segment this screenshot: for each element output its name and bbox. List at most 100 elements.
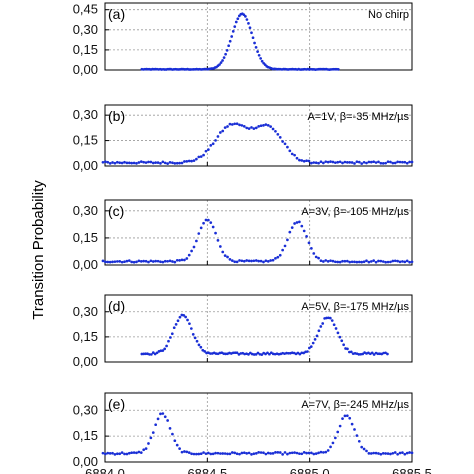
plot-frame [104,392,413,463]
data-point [396,160,399,164]
data-point [178,447,181,450]
data-point [389,160,392,164]
data-point [219,61,223,64]
data-point [188,322,191,326]
panel-label: (e) [108,396,125,412]
data-point [257,53,261,57]
data-point [286,238,289,242]
data-point [125,161,129,165]
data-point [333,260,337,264]
data-point [336,160,340,164]
data-point [257,451,261,454]
data-point [127,451,131,455]
data-point [271,258,275,262]
data-point [156,259,160,263]
data-point [135,260,138,264]
data-point [311,341,315,345]
data-point [225,49,229,52]
data-point [274,129,277,133]
data-point [182,313,186,317]
data-point [345,259,349,263]
data-point [283,142,287,146]
data-point [139,451,143,454]
data-point [391,451,395,455]
data-point [247,353,250,356]
y-tick-label: 0,00 [73,158,98,173]
data-point [247,259,251,263]
data-point [319,259,323,263]
data-point [353,428,356,431]
data-point [224,352,227,356]
plot-frame [104,2,413,71]
data-point [203,350,207,353]
data-point [336,430,340,434]
data-point [132,161,136,165]
data-point [216,239,220,242]
data-point [341,417,344,421]
data-point [256,351,260,355]
data-point [341,259,344,263]
data-point [166,162,169,165]
data-point [175,443,179,447]
data-point [372,259,376,262]
data-point [115,160,119,164]
data-point [149,436,153,440]
data-point [115,452,119,456]
data-point [147,160,150,164]
data-point [214,451,217,455]
data-point [300,224,304,228]
data-point [135,451,138,455]
data-point [155,351,159,355]
data-point [132,260,136,264]
data-point [139,260,143,263]
data-point [161,160,165,164]
data-point [148,353,151,356]
data-point [168,161,172,164]
data-point [108,260,112,264]
data-point [180,258,184,262]
data-point [310,247,313,250]
data-point [250,31,253,35]
data-point [252,259,256,263]
data-point [250,126,253,129]
data-point [314,161,318,165]
data-point [233,451,237,455]
data-point [377,259,380,263]
data-point [180,161,184,165]
data-point [386,352,389,356]
data-point [276,451,280,454]
data-point [403,452,407,456]
data-point [319,450,323,454]
data-point [333,161,337,165]
y-tick-label: 0,30 [73,203,98,218]
data-point [278,451,282,454]
data-point [398,260,402,264]
panel-annotation: No chirp [368,9,409,21]
data-point [168,259,172,263]
data-point [338,424,342,428]
y-tick-label: 0,00 [73,354,98,369]
data-point [154,259,158,263]
data-point [307,159,311,163]
data-point [135,162,138,165]
data-point [187,253,191,257]
data-point [389,452,392,456]
data-point [168,427,172,430]
data-point [211,452,215,456]
data-point [314,452,318,456]
data-point [235,122,239,126]
data-point [333,436,337,440]
data-point [313,338,317,341]
data-point [254,45,258,49]
data-point [172,326,176,330]
data-point [377,452,380,455]
data-point [338,335,342,339]
data-point [348,161,352,164]
y-tick-label: 0,00 [73,454,98,469]
data-point [192,245,196,249]
y-tick-label: 0,30 [73,22,98,37]
data-point [268,352,271,356]
data-point [167,339,170,343]
data-point [163,415,167,419]
data-point [266,260,270,263]
